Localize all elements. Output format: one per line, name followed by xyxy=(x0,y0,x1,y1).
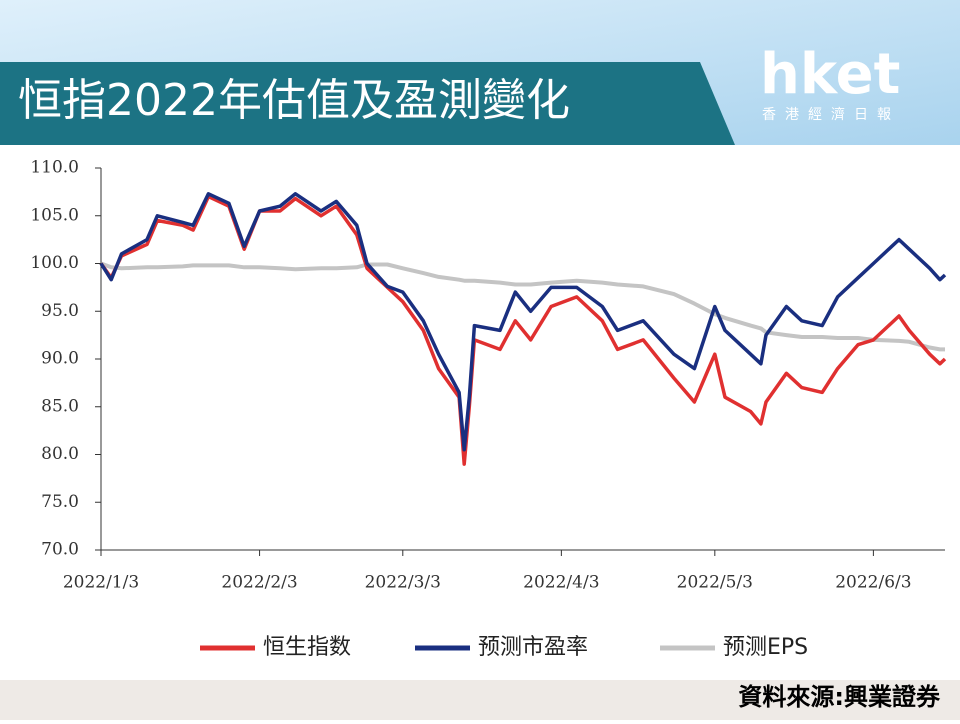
legend-label: 预测EPS xyxy=(723,635,808,660)
legend-label: 恒生指数 xyxy=(263,635,351,660)
legend-label: 预测市盈率 xyxy=(478,635,588,660)
x-tick-label: 2022/3/3 xyxy=(365,573,441,593)
plot-bg xyxy=(0,145,960,680)
y-tick-label: 95.0 xyxy=(41,301,79,321)
y-tick-label: 100.0 xyxy=(30,253,79,273)
x-tick-label: 2022/4/3 xyxy=(523,573,599,593)
x-tick-label: 2022/1/3 xyxy=(63,573,139,593)
series-line xyxy=(100,261,945,352)
y-tick-label: 70.0 xyxy=(41,540,79,560)
logo: hket xyxy=(760,42,900,107)
y-tick-label: 90.0 xyxy=(41,349,79,369)
logo-sub: 香港經濟日報 xyxy=(762,107,900,123)
x-tick-label: 2022/5/3 xyxy=(677,573,753,593)
y-tick-label: 85.0 xyxy=(41,396,79,416)
y-tick-label: 105.0 xyxy=(30,205,79,225)
x-tick-label: 2022/6/3 xyxy=(835,573,911,593)
source: 資料來源:興業證券 xyxy=(738,683,941,711)
x-tick-label: 2022/2/3 xyxy=(221,573,297,593)
title: 恒指2022年估值及盈測變化 xyxy=(18,75,570,126)
series-line xyxy=(99,192,947,452)
title-banner xyxy=(0,62,735,145)
y-tick-label: 110.0 xyxy=(30,158,79,178)
y-tick-label: 80.0 xyxy=(41,444,79,464)
y-tick-label: 75.0 xyxy=(41,492,79,512)
footer-bg xyxy=(0,680,960,720)
